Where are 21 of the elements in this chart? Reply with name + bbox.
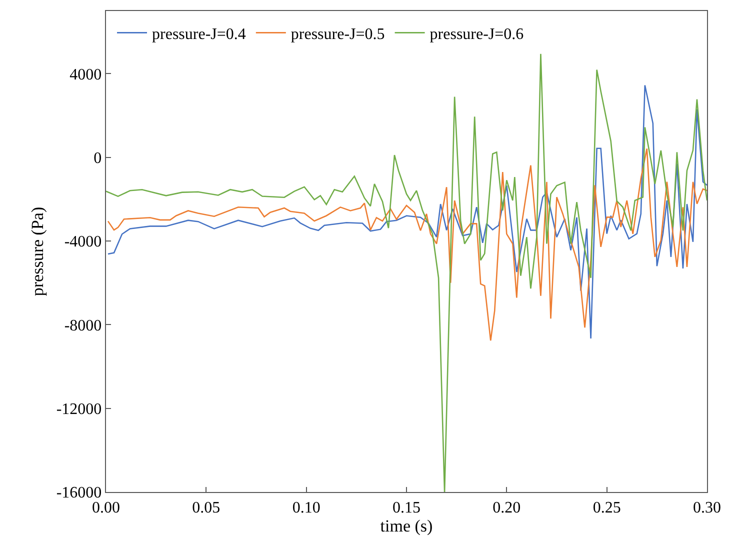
y-tick-label: 4000	[70, 66, 102, 84]
line-series	[106, 53, 707, 492]
x-tick-label: 0.05	[192, 499, 220, 516]
y-tick-label: -8000	[64, 317, 102, 334]
x-tick-label: 0.30	[693, 499, 721, 516]
legend-label: pressure-J=0.5	[290, 26, 385, 43]
x-tick-label: 0.10	[292, 499, 320, 516]
x-tick-label: 0.00	[92, 499, 120, 516]
line-series	[107, 148, 707, 342]
x-tick-label: 0.25	[592, 499, 621, 516]
y-tick-label: -16000	[56, 484, 102, 502]
line-series	[107, 84, 707, 340]
y-tick-label: -12000	[56, 400, 102, 418]
legend-label: pressure-J=0.6	[430, 26, 524, 43]
y-axis-title: pressure (Pa)	[28, 206, 47, 296]
y-tick-label: -4000	[64, 234, 102, 251]
x-axis-title: time (s)	[380, 516, 433, 536]
x-tick-label: 0.15	[392, 499, 420, 516]
x-tick-label: 0.20	[492, 499, 521, 516]
legend-label: pressure-J=0.4	[152, 26, 246, 43]
y-tick-label: 0	[94, 150, 102, 167]
